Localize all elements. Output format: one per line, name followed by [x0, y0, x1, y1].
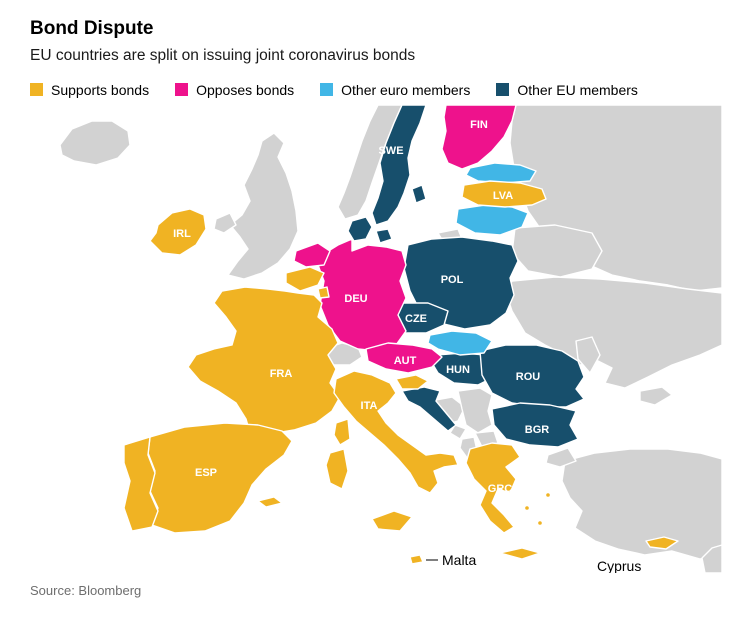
country-sweden: [371, 104, 427, 226]
legend-label-opposes: Opposes bonds: [196, 81, 295, 98]
legend-item-eu: Other EU members: [496, 82, 638, 98]
label-esp: ESP: [195, 467, 217, 479]
country-latvia: [461, 180, 547, 208]
country-ireland: [149, 208, 207, 256]
label-pol: POL: [441, 274, 464, 286]
country-france: [187, 286, 341, 435]
country-turkey-thrace: [545, 447, 577, 468]
opposes-swatch-icon: [175, 83, 189, 97]
euro-swatch-icon: [320, 83, 334, 97]
legend-item-opposes: Opposes bonds: [175, 82, 294, 98]
europe-map: FIN SWE LVA IRL POL DEU CZE AUT HUN FRA …: [59, 104, 723, 573]
chart-title: Bond Dispute: [30, 18, 154, 39]
greek-island-icon: [544, 491, 552, 498]
country-sicily: [371, 510, 413, 532]
label-bgr: BGR: [525, 424, 550, 436]
label-lva: LVA: [493, 190, 513, 202]
legend-label-supports: Supports bonds: [51, 81, 150, 98]
label-irl: IRL: [173, 228, 191, 240]
country-finland: [441, 104, 517, 170]
map-wrap: FIN SWE LVA IRL POL DEU CZE AUT HUN FRA …: [0, 104, 752, 573]
label-cyprus: Cyprus: [597, 558, 641, 573]
country-crimea: [639, 386, 673, 406]
legend-label-eu: Other EU members: [517, 81, 638, 98]
country-italy: [333, 370, 459, 494]
country-portugal: [123, 436, 159, 532]
country-montenegro: [449, 424, 467, 440]
country-balearics: [257, 496, 283, 508]
chart-subtitle: EU countries are split on issuing joint …: [30, 46, 416, 64]
legend-item-euro: Other euro members: [320, 82, 470, 98]
country-sardinia: [325, 448, 349, 490]
country-serbia: [457, 387, 493, 434]
country-croatia: [401, 386, 457, 432]
country-netherlands: [293, 242, 331, 268]
legend-item-supports: Supports bonds: [30, 82, 149, 98]
country-slovenia: [395, 374, 429, 390]
greek-island-icon: [536, 519, 544, 526]
legend: Supports bonds Opposes bonds Other euro …: [0, 81, 752, 99]
source-line: Source: Bloomberg: [30, 582, 142, 598]
country-malta: [409, 554, 424, 565]
eu-swatch-icon: [496, 83, 510, 97]
country-estonia: [465, 162, 537, 184]
label-deu: DEU: [344, 293, 367, 305]
country-belgium: [285, 266, 325, 292]
country-gotland: [411, 184, 427, 204]
legend-label-euro: Other euro members: [341, 81, 471, 98]
country-slovakia: [427, 330, 493, 356]
label-grc: GRC: [488, 483, 513, 495]
country-belarus: [511, 224, 603, 278]
country-ukraine: [505, 276, 723, 389]
country-romania: [479, 344, 585, 408]
country-bulgaria: [491, 402, 579, 448]
label-ita: ITA: [361, 400, 378, 412]
country-denmark: [347, 216, 373, 242]
greek-island-icon: [523, 504, 531, 511]
country-corsica: [333, 418, 351, 446]
page: Bond Dispute EU countries are split on i…: [0, 18, 752, 598]
label-swe: SWE: [378, 145, 403, 157]
label-fin: FIN: [470, 119, 488, 131]
country-united-kingdom: [227, 132, 299, 280]
country-cyprus: [645, 536, 679, 550]
country-levant-coast: [701, 544, 723, 573]
label-hun: HUN: [446, 364, 470, 376]
label-rou: ROU: [516, 371, 541, 383]
country-germany: [317, 238, 407, 352]
country-crete: [499, 547, 541, 560]
supports-swatch-icon: [30, 83, 43, 97]
country-turkey: [561, 448, 723, 560]
country-luxembourg: [317, 286, 330, 299]
country-northern-ireland: [213, 212, 237, 234]
country-denmark-islands: [375, 228, 393, 244]
country-iceland: [59, 120, 131, 166]
country-spain: [147, 422, 293, 534]
label-cze: CZE: [405, 313, 427, 325]
label-malta: Malta: [442, 552, 476, 568]
label-fra: FRA: [270, 368, 293, 380]
country-greece: [465, 442, 521, 534]
chart-header: Bond Dispute EU countries are split on i…: [0, 18, 752, 65]
country-moldova: [575, 336, 601, 374]
label-aut: AUT: [394, 355, 417, 367]
country-austria: [365, 342, 443, 374]
